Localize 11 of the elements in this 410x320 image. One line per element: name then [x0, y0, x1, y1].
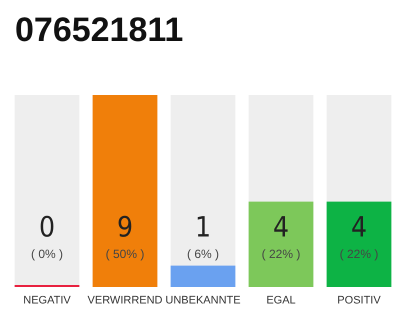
x-tick-label: VERWIRREND — [88, 294, 163, 306]
x-tick-label: EGAL — [266, 294, 296, 306]
x-tick-label: NEGATIV — [23, 294, 72, 306]
chart-title: 076521811 — [15, 11, 184, 49]
x-tick-label: UNBEKANNTE — [165, 294, 241, 306]
x-tick-label: POSITIV — [337, 294, 382, 306]
data-label: 4 ( 22% ) — [340, 210, 378, 261]
data-label: 0 ( 0% ) — [30, 210, 64, 261]
data-label: 4 ( 22% ) — [262, 210, 300, 261]
data-label: 1 ( 6% ) — [186, 210, 220, 261]
data-label: 9 ( 50% ) — [106, 210, 144, 261]
